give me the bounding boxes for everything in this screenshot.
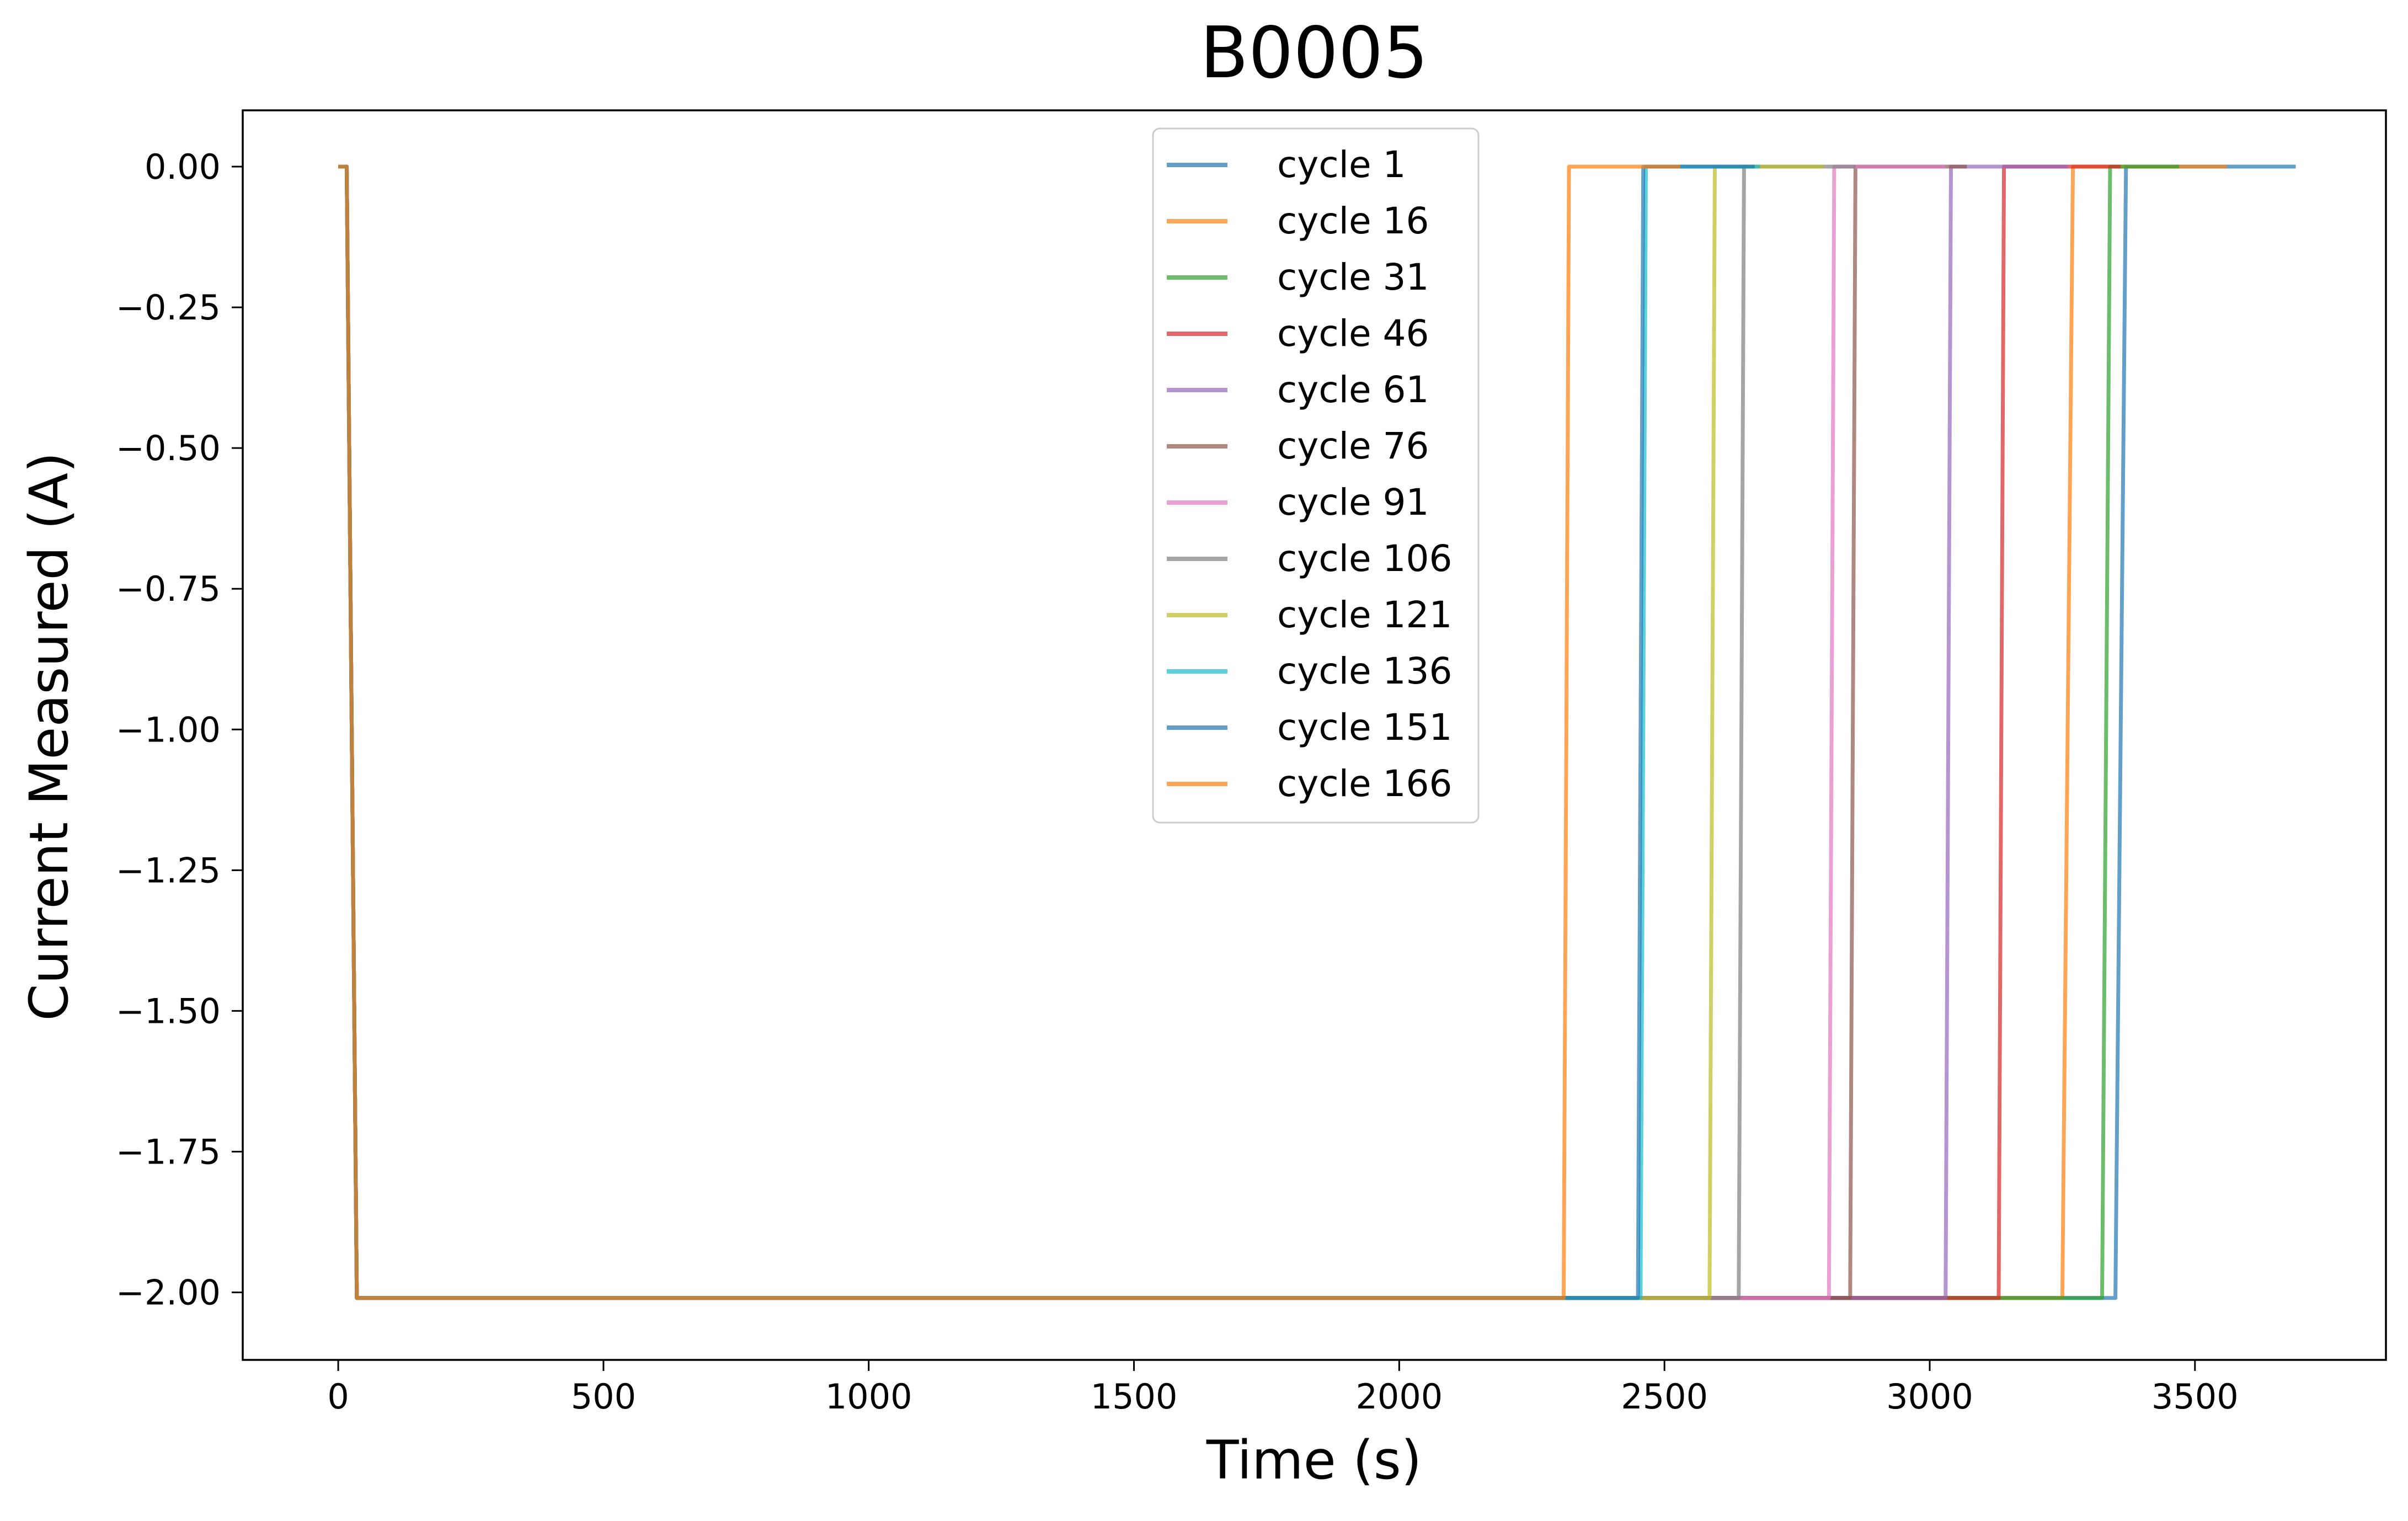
y-tick-label: −2.00 <box>116 1273 221 1313</box>
y-tick-label: −1.50 <box>116 991 221 1031</box>
legend-label: cycle 136 <box>1277 650 1453 692</box>
y-tick-label: −1.00 <box>116 709 221 750</box>
x-axis-label: Time (s) <box>1206 1429 1422 1491</box>
legend-label: cycle 76 <box>1277 425 1429 467</box>
y-tick-label: −1.25 <box>116 850 221 890</box>
legend-label: cycle 166 <box>1277 762 1453 805</box>
x-tick-label: 1500 <box>1091 1376 1178 1417</box>
series-line-12 <box>338 164 1680 1300</box>
legend-label: cycle 91 <box>1277 481 1429 524</box>
legend-label: cycle 16 <box>1277 200 1429 242</box>
y-tick-label: −0.75 <box>116 569 221 609</box>
x-tick-label: 0 <box>327 1376 349 1417</box>
y-tick-label: −0.25 <box>116 287 221 328</box>
x-tick-label: 500 <box>571 1376 636 1417</box>
x-tick-label: 1000 <box>825 1376 912 1417</box>
legend-label: cycle 106 <box>1277 537 1453 580</box>
y-tick-label: −0.50 <box>116 428 221 468</box>
x-tick-label: 2000 <box>1355 1376 1443 1417</box>
legend-label: cycle 121 <box>1277 594 1453 636</box>
legend-label: cycle 151 <box>1277 706 1453 749</box>
plot-frame <box>242 109 2387 1361</box>
legend-label: cycle 1 <box>1277 143 1406 186</box>
plot-lines <box>338 164 2296 1300</box>
legend: cycle 1 cycle 16 cycle 31 cycle 46 cycle 61 c… <box>1152 127 1480 824</box>
x-tick-label: 3000 <box>1886 1376 1973 1417</box>
legend-box <box>1152 127 1480 824</box>
axes: 0 500 1000 1500 2000 2500 3000 3500 0.00 −0.25 −0.… <box>116 109 2387 1417</box>
x-tick-label: 2500 <box>1621 1376 1708 1417</box>
y-axis-label: Current Measured (A) <box>18 452 80 1021</box>
legend-label: cycle 31 <box>1277 256 1429 298</box>
chart-title: B0005 <box>1200 12 1428 94</box>
legend-label: cycle 46 <box>1277 312 1429 355</box>
y-tick-label: −1.75 <box>116 1132 221 1172</box>
legend-label: cycle 61 <box>1277 369 1429 411</box>
y-tick-label: 0.00 <box>145 147 221 187</box>
x-tick-label: 3500 <box>2151 1376 2239 1417</box>
